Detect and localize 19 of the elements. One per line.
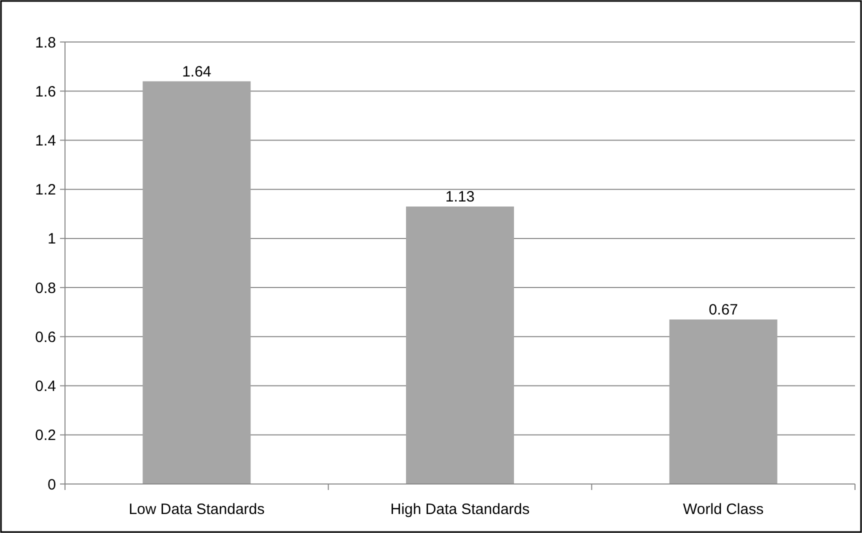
data-label: 0.67	[708, 301, 738, 318]
x-tick-label: Low Data Standards	[128, 501, 265, 518]
y-tick-label: 0	[48, 476, 56, 494]
y-tick-label: 1.4	[35, 132, 56, 150]
bar	[406, 206, 514, 484]
y-tick-label: 0.8	[35, 280, 56, 297]
y-tick-label: 1.8	[35, 34, 56, 52]
x-tick-label: World Class	[683, 501, 764, 518]
y-tick-label: 1.6	[35, 83, 56, 100]
y-tick-label: 1.2	[35, 182, 56, 199]
data-label: 1.13	[445, 188, 475, 206]
y-tick-label: 0.6	[35, 328, 56, 346]
y-tick-label: 0.2	[35, 427, 56, 444]
bar	[142, 81, 251, 484]
y-tick-label: 0.4	[35, 378, 56, 396]
bar	[669, 319, 778, 484]
y-tick-label: 1	[48, 230, 56, 248]
x-tick-label: High Data Standards	[390, 501, 530, 518]
data-label: 1.64	[182, 63, 212, 80]
